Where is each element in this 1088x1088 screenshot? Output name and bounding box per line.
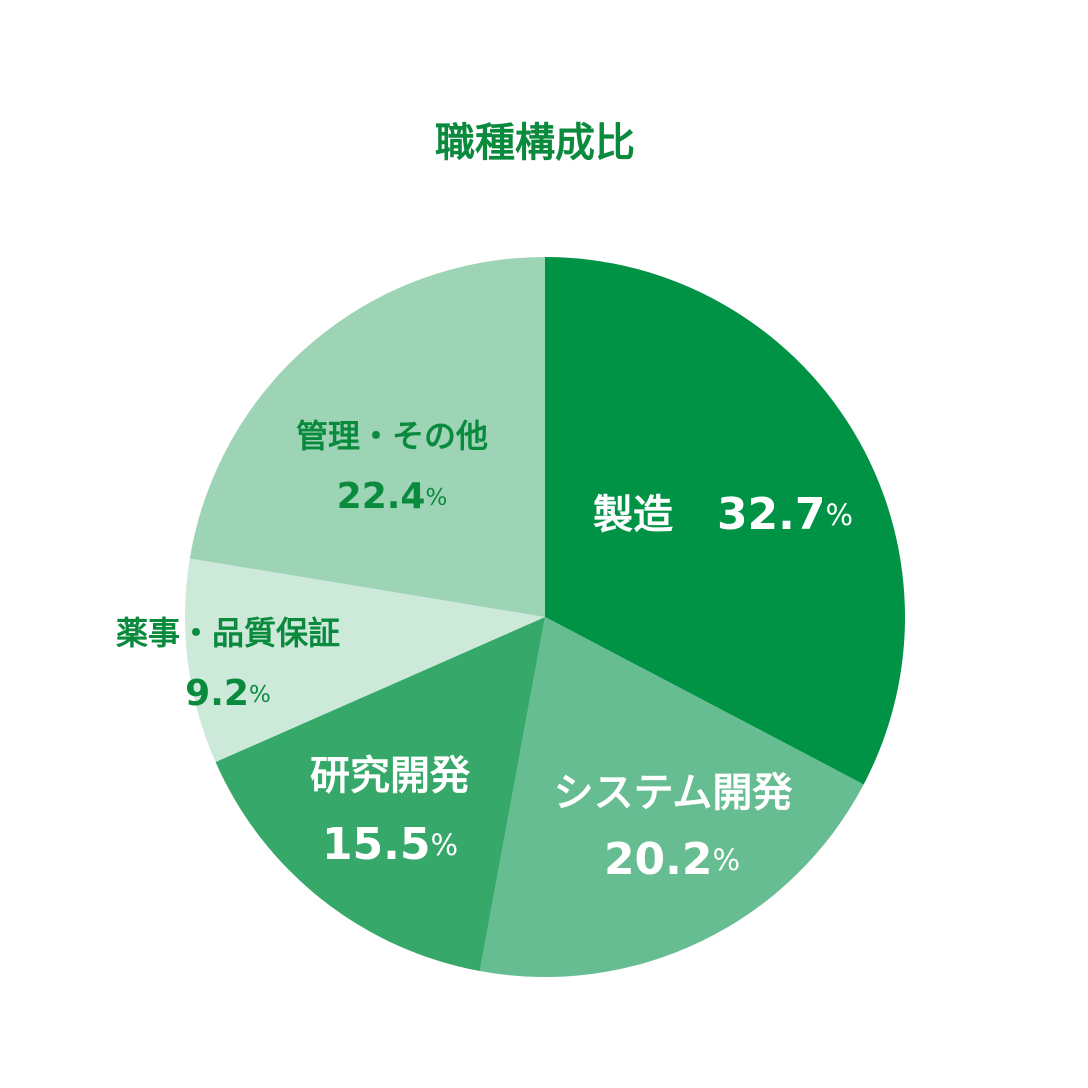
value-label: 22.4% [337, 476, 448, 517]
pie-slice [189, 257, 545, 617]
slice-label: 製造 [593, 492, 673, 538]
pie-slice [215, 617, 545, 972]
value-label: 9.2% [185, 673, 271, 714]
slice-label: 管理・その他 [296, 417, 488, 455]
value-label: 32.7% [717, 489, 853, 540]
slice-label: 薬事・品質保証 [116, 614, 340, 652]
pie-slice [479, 617, 864, 977]
slice-label: 研究開発 [310, 753, 471, 799]
value-label: 15.5% [322, 819, 458, 870]
slice-label: システム開発 [554, 770, 794, 816]
pie-slice [185, 558, 545, 763]
chart-title: 職種構成比 [435, 120, 635, 166]
value-label: 20.2% [604, 834, 740, 885]
pie-slice [545, 257, 905, 785]
